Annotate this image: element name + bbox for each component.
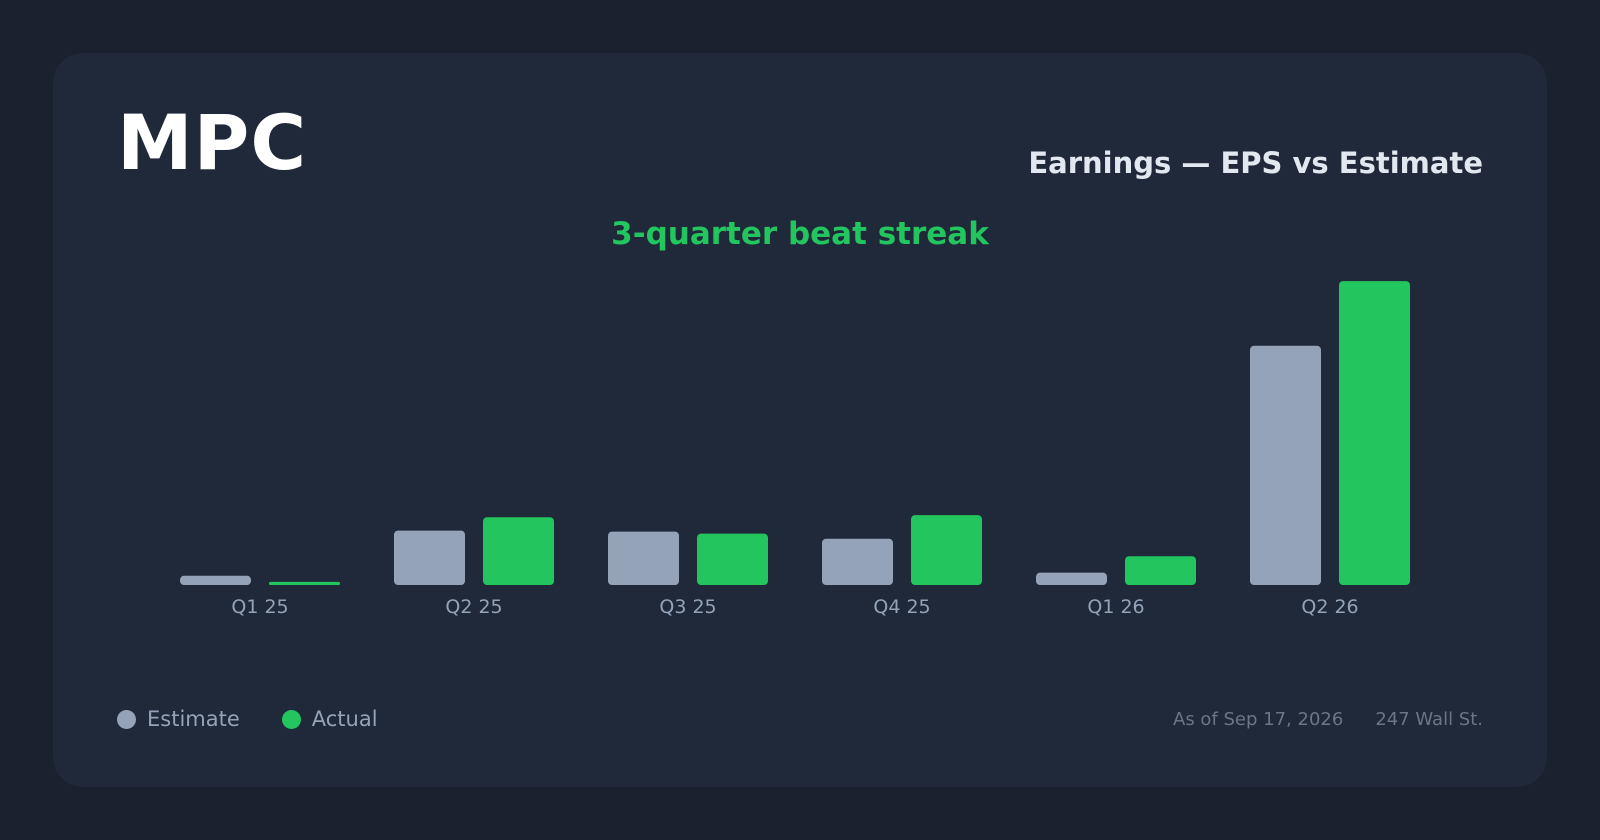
actual-dot-icon bbox=[281, 709, 301, 729]
legend-label-actual: Actual bbox=[311, 707, 378, 731]
eps-bar-chart: Q1 25 Q2 25 Q3 25 Q4 25 Q1 26 Q2 26 bbox=[180, 281, 1410, 618]
bar-estimate-q2-25 bbox=[394, 530, 465, 585]
bars-group bbox=[180, 281, 1410, 585]
x-tick-label: Q1 25 bbox=[231, 596, 288, 618]
bar-actual-q4-25 bbox=[911, 515, 982, 585]
bar-actual-q2-25 bbox=[483, 517, 554, 585]
bar-estimate-q3-25 bbox=[608, 531, 679, 585]
legend-label-estimate: Estimate bbox=[147, 707, 240, 731]
x-tick-label: Q1 26 bbox=[1087, 596, 1144, 618]
x-tick-label: Q4 25 bbox=[873, 596, 930, 618]
bar-actual-q1-25 bbox=[269, 581, 340, 585]
legend-item-estimate: Estimate bbox=[117, 707, 240, 731]
estimate-dot-icon bbox=[117, 709, 136, 729]
source-label: 247 Wall St. bbox=[1375, 709, 1483, 730]
chart-card: MPC Earnings — EPS vs Estimate 3-quarter… bbox=[53, 53, 1547, 787]
bar-actual-q3-25 bbox=[697, 533, 768, 585]
bar-actual-q1-26 bbox=[1125, 556, 1196, 585]
bar-estimate-q1-26 bbox=[1036, 572, 1107, 585]
footer: As of Sep 17, 2026 247 Wall St. bbox=[1173, 709, 1483, 730]
bar-actual-q2-26 bbox=[1339, 281, 1410, 585]
x-tick-label: Q3 25 bbox=[659, 596, 716, 618]
bar-estimate-q4-25 bbox=[822, 538, 893, 585]
bar-estimate-q2-26 bbox=[1250, 345, 1321, 585]
x-tick-label: Q2 26 bbox=[1301, 596, 1358, 618]
legend: Estimate Actual bbox=[117, 707, 420, 731]
chart-title: Earnings — EPS vs Estimate bbox=[1028, 146, 1483, 180]
x-tick-label: Q2 25 bbox=[445, 596, 502, 618]
as-of-date: As of Sep 17, 2026 bbox=[1173, 709, 1344, 730]
legend-item-actual: Actual bbox=[281, 707, 378, 731]
bar-estimate-q1-25 bbox=[180, 575, 251, 585]
x-axis-labels: Q1 25 Q2 25 Q3 25 Q4 25 Q1 26 Q2 26 bbox=[231, 596, 1358, 618]
beat-streak-headline: 3-quarter beat streak bbox=[611, 216, 989, 252]
ticker-symbol: MPC bbox=[117, 98, 308, 187]
